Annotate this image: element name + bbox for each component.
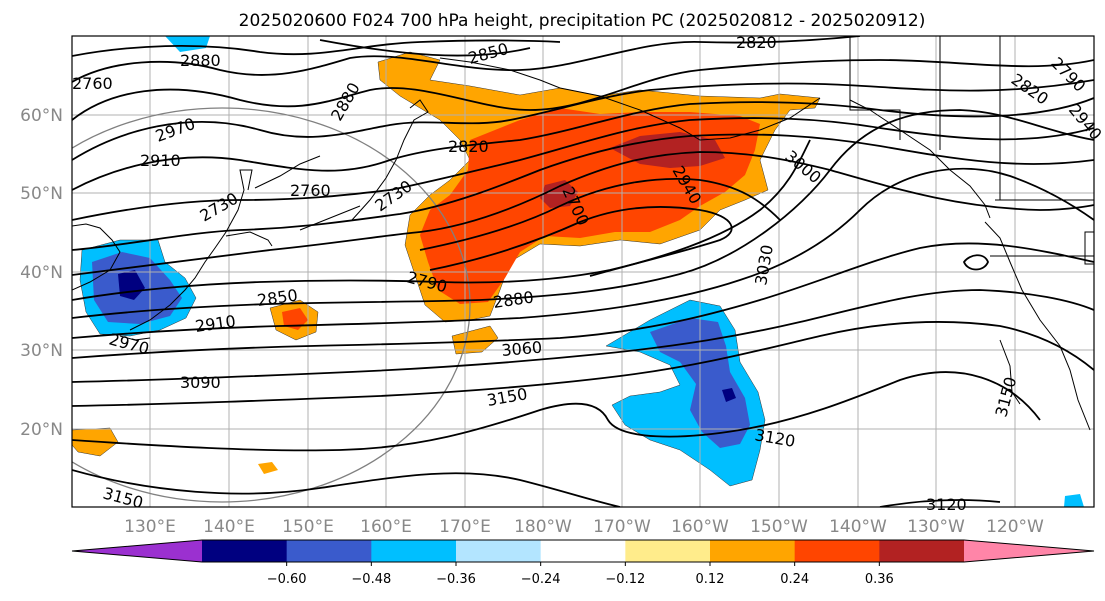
colorbar-extend-low [72,540,202,562]
colorbar-tick-label: 0.36 [865,572,894,587]
lon-label: 160°E [360,517,412,537]
wet-region-small-2 [451,325,499,355]
map-frame [72,36,1094,507]
lon-label: 180°W [514,517,572,537]
colorbar-tick-label: −0.12 [605,572,645,587]
colorbar-extend-high [964,540,1094,562]
latitude-labels: 60°N 50°N 40°N 30°N 20°N [20,106,63,440]
wet-region-small-4 [258,462,278,474]
contour-label: 2760 [290,181,331,200]
colorbar-swatch [794,540,880,562]
colorbar-swatch [286,540,372,562]
colorbar-swatch [625,540,711,562]
colorbar-ticks: −0.60 −0.48 −0.36 −0.24 −0.12 0.12 0.24 0.36 [267,562,894,587]
contour-label: 2880 [180,51,221,70]
colorbar-tick-label: −0.60 [267,572,307,587]
lat-label: 30°N [20,341,63,361]
dry-region-central-pacific-core [722,388,736,402]
colorbar-swatch [371,540,457,562]
contour-label: 3120 [926,495,967,514]
colorbar-swatch [879,540,965,562]
lon-label: 130°W [907,517,965,537]
lon-label: 120°W [986,517,1044,537]
lon-label: 150°W [750,517,808,537]
chart-title: 2025020600 F024 700 hPa height, precipit… [239,11,926,31]
colorbar-tick-label: −0.24 [521,572,561,587]
colorbar-swatch [710,540,796,562]
wet-region-max-2 [540,180,578,208]
colorbar-tick-label: 0.24 [780,572,809,587]
colorbar-outline [71,539,1095,563]
map-border [71,35,1095,508]
coastlines [72,36,1094,431]
wet-region-small-1-core [282,308,308,330]
distance-ellipse [72,107,471,503]
colorbar-tick-label: −0.48 [351,572,391,587]
colorbar-swatch [202,540,288,562]
colorbar: −0.60 −0.48 −0.36 −0.24 −0.12 0.12 0.24 0.36 [71,539,1095,587]
contour-label: 2820 [448,137,489,156]
contour-label: 2910 [140,151,181,170]
lon-label: 160°W [671,517,729,537]
contour-label: 3060 [501,338,543,360]
lon-label: 130°E [124,517,176,537]
lat-label: 50°N [20,184,63,204]
lat-label: 40°N [20,263,63,283]
contour-label: 2820 [736,33,777,52]
lat-label: 20°N [20,420,63,440]
colorbar-tick-label: 0.12 [696,572,725,587]
colorbar-tick-label: −0.36 [436,572,476,587]
contour-label: 2760 [72,74,113,93]
contour-label: 3090 [180,373,221,392]
colorbar-swatches [71,539,1095,563]
lon-label: 150°E [282,517,334,537]
lon-label: 170°E [439,517,491,537]
colorbar-swatch [540,540,626,562]
dry-region-small-north [165,36,210,52]
colorbar-swatch [456,540,542,562]
longitude-labels: 130°E 140°E 150°E 160°E 170°E 180°W 170°… [124,517,1044,537]
dry-region-small-east [1064,494,1084,507]
lon-label: 140°W [829,517,887,537]
lon-label: 140°E [203,517,255,537]
height-contours [72,36,1094,507]
lat-label: 60°N [20,106,63,126]
lon-label: 170°W [593,517,651,537]
